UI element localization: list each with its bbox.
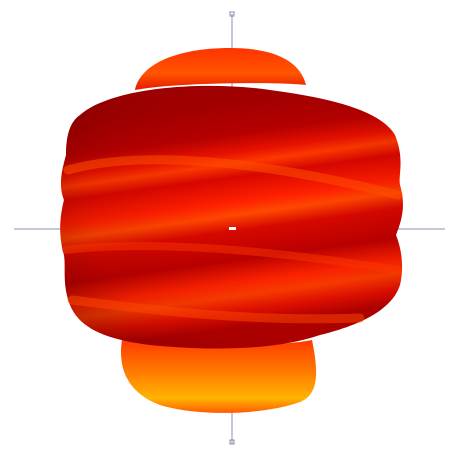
surface-shading <box>60 85 403 349</box>
origin-marker <box>229 227 236 230</box>
axis-end-marker-icon <box>229 439 235 445</box>
surface-highlight-band <box>63 155 403 200</box>
axis-end-marker-icon <box>229 11 235 17</box>
surface-highlight-band <box>67 295 365 324</box>
surface-highlight-band <box>62 242 402 274</box>
surface-bottom-lobe <box>120 340 317 413</box>
surface-top-lobe <box>135 48 306 90</box>
